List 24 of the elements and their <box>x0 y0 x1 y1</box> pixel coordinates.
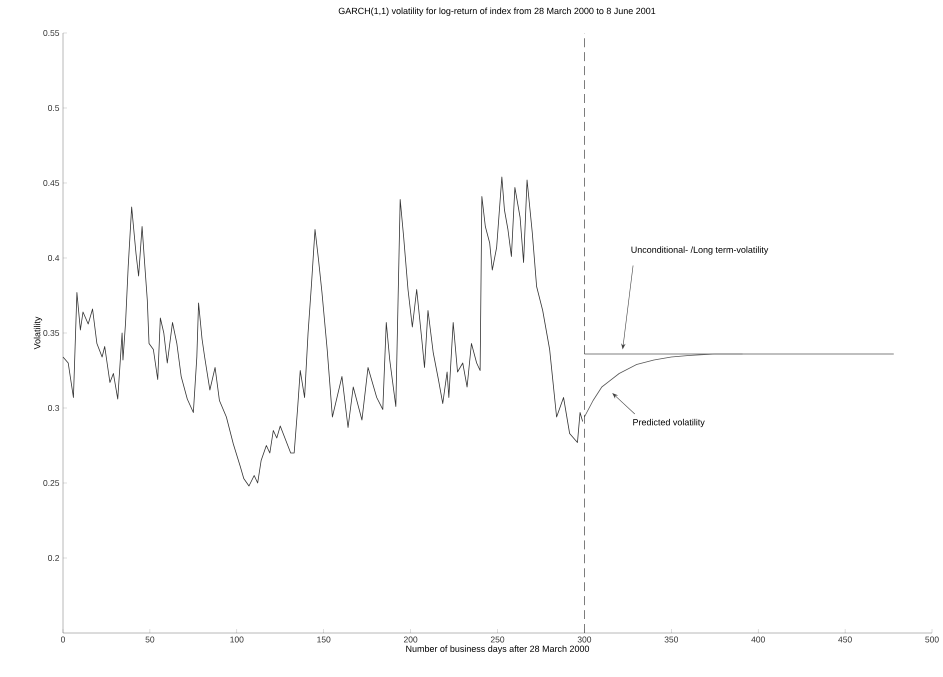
y-tick-label: 0.3 <box>48 405 60 411</box>
chart-title: GARCH(1,1) volatility for log-return of index from 28 March 2000 to 8 June 2001 <box>338 8 656 16</box>
x-tick-label: 350 <box>664 636 678 643</box>
x-tick-label: 500 <box>925 636 939 643</box>
x-tick-label: 0 <box>60 636 66 643</box>
y-tick-label: 0.45 <box>43 180 60 186</box>
y-tick-label: 0.5 <box>48 105 60 111</box>
x-tick-label: 450 <box>838 636 852 643</box>
x-tick-label: 200 <box>404 636 418 643</box>
x-tick-label: 400 <box>751 636 765 643</box>
y-axis-title: Volatility <box>34 316 42 350</box>
x-tick-label: 150 <box>317 636 330 643</box>
annotation: Predicted volatility <box>633 418 705 428</box>
y-tick-label: 0.35 <box>43 330 60 336</box>
y-tick-label: 0.4 <box>48 255 60 261</box>
y-tick-label: 0.55 <box>43 30 60 36</box>
y-tick-label: 0.25 <box>43 480 60 486</box>
y-tick-label: 0.2 <box>48 555 60 561</box>
x-tick-label: 300 <box>578 636 592 643</box>
x-axis-title: Number of business days after 28 March 2000 <box>406 645 590 654</box>
x-tick-label: 50 <box>146 636 154 643</box>
x-tick-label: 100 <box>230 636 244 643</box>
x-tick-label: 250 <box>490 636 504 643</box>
annotation: Unconditional- /Long term-volatility <box>631 246 768 255</box>
